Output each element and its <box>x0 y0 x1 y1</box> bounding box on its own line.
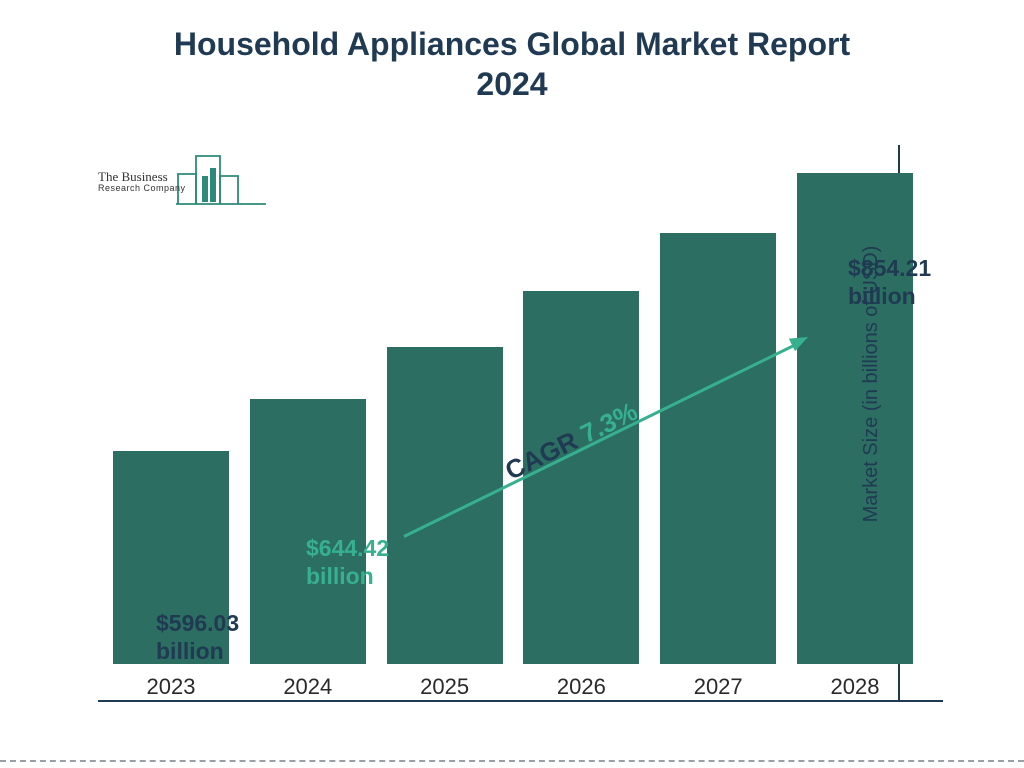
chart-title: Household Appliances Global Market Repor… <box>0 24 1024 104</box>
title-line2: 2024 <box>0 64 1024 104</box>
value-label: $596.03billion <box>156 610 239 665</box>
value-labels-layer: $596.03billion$644.42billion$854.21 bill… <box>88 140 938 700</box>
value-label: $644.42billion <box>306 535 389 590</box>
x-axis <box>98 700 943 702</box>
title-line1: Household Appliances Global Market Repor… <box>0 24 1024 64</box>
y-axis-label: Market Size (in billions of USD) <box>860 246 883 523</box>
bottom-dashed-border <box>0 760 1024 762</box>
bar-chart: 202320242025202620272028 $596.03billion$… <box>88 140 938 700</box>
